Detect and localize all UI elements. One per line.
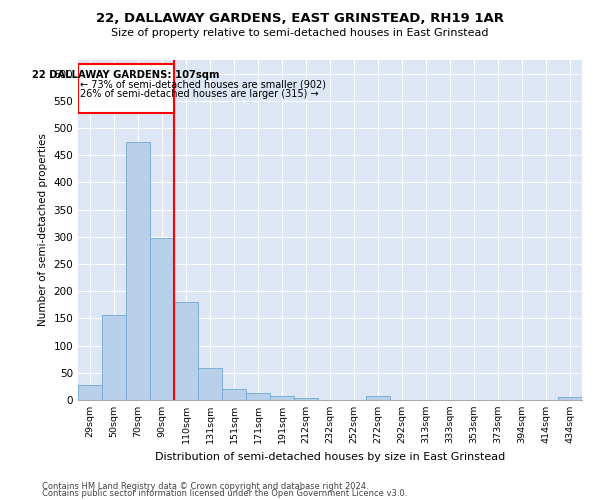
Bar bbox=[150, 238, 174, 400]
Text: ← 73% of semi-detached houses are smaller (902): ← 73% of semi-detached houses are smalle… bbox=[80, 80, 326, 90]
Text: Contains HM Land Registry data © Crown copyright and database right 2024.: Contains HM Land Registry data © Crown c… bbox=[42, 482, 368, 491]
Text: Size of property relative to semi-detached houses in East Grinstead: Size of property relative to semi-detach… bbox=[111, 28, 489, 38]
Text: 22, DALLAWAY GARDENS, EAST GRINSTEAD, RH19 1AR: 22, DALLAWAY GARDENS, EAST GRINSTEAD, RH… bbox=[96, 12, 504, 26]
Bar bbox=[558, 398, 582, 400]
X-axis label: Distribution of semi-detached houses by size in East Grinstead: Distribution of semi-detached houses by … bbox=[155, 452, 505, 462]
Bar bbox=[222, 389, 246, 400]
Bar bbox=[174, 302, 198, 400]
Bar bbox=[366, 396, 390, 400]
Text: 22 DALLAWAY GARDENS: 107sqm: 22 DALLAWAY GARDENS: 107sqm bbox=[32, 70, 220, 80]
Bar bbox=[294, 398, 318, 400]
Bar bbox=[126, 142, 150, 400]
Bar bbox=[198, 368, 222, 400]
Y-axis label: Number of semi-detached properties: Number of semi-detached properties bbox=[38, 134, 48, 326]
Bar bbox=[78, 385, 102, 400]
Bar bbox=[102, 314, 126, 400]
Bar bbox=[270, 396, 294, 400]
Text: 26% of semi-detached houses are larger (315) →: 26% of semi-detached houses are larger (… bbox=[80, 89, 319, 99]
Bar bbox=[78, 64, 174, 114]
Text: Contains public sector information licensed under the Open Government Licence v3: Contains public sector information licen… bbox=[42, 490, 407, 498]
Bar bbox=[246, 394, 270, 400]
